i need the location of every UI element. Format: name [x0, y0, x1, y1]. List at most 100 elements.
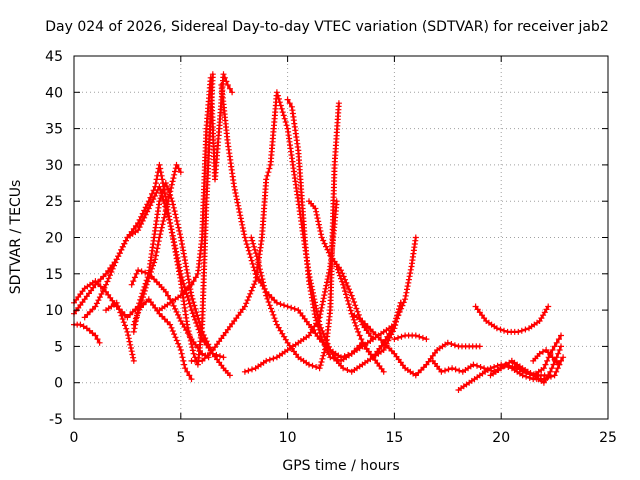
- sample-marker: [155, 238, 162, 245]
- sample-marker: [260, 279, 267, 286]
- data-point: [284, 303, 291, 310]
- sample-marker: [109, 265, 116, 272]
- sample-marker: [101, 284, 108, 291]
- sample-marker: [555, 350, 562, 357]
- sample-marker: [494, 362, 501, 369]
- sample-marker: [205, 341, 212, 348]
- sample-marker: [286, 100, 293, 107]
- sample-marker: [131, 274, 138, 281]
- data-point: [487, 365, 494, 372]
- data-point: [412, 332, 419, 339]
- sample-marker: [319, 301, 326, 308]
- sample-marker: [558, 357, 564, 364]
- data-point: [241, 368, 248, 375]
- data-point: [481, 365, 488, 372]
- data-point: [199, 350, 206, 357]
- sample-marker: [542, 361, 549, 368]
- sample-marker: [151, 193, 158, 199]
- sample-marker: [398, 333, 405, 340]
- sample-marker: [318, 304, 325, 311]
- sample-marker: [320, 237, 327, 244]
- data-point: [162, 288, 169, 295]
- sample-marker: [130, 278, 137, 285]
- data-point: [177, 169, 184, 176]
- sample-marker: [157, 169, 164, 176]
- sample-marker: [378, 337, 384, 343]
- data-point: [540, 365, 547, 372]
- data-point: [167, 321, 174, 328]
- sample-marker: [130, 354, 137, 361]
- sample-marker: [243, 241, 250, 248]
- data-point: [348, 292, 355, 299]
- data-point: [316, 365, 323, 372]
- data-point: [177, 292, 184, 299]
- data-point: [92, 332, 99, 339]
- sample-marker: [309, 362, 316, 369]
- sample-marker: [323, 282, 330, 289]
- sample-marker: [127, 341, 134, 348]
- sample-marker: [157, 231, 164, 238]
- sample-marker: [170, 201, 176, 208]
- sample-marker: [168, 185, 175, 191]
- sample-marker: [177, 231, 183, 238]
- data-point: [135, 220, 142, 226]
- data-point: [229, 89, 236, 96]
- sample-marker: [226, 85, 233, 92]
- data-point: [177, 347, 184, 353]
- sample-marker: [144, 201, 151, 208]
- data-point: [380, 368, 387, 375]
- data-point: [551, 372, 558, 379]
- sample-marker: [316, 224, 323, 231]
- sample-marker: [153, 176, 160, 183]
- sample-marker: [352, 302, 359, 309]
- sample-marker: [281, 302, 287, 309]
- sample-marker: [278, 105, 285, 112]
- sample-marker: [175, 340, 182, 347]
- data-point: [130, 321, 137, 328]
- data-point: [124, 328, 131, 335]
- sample-marker: [313, 317, 320, 324]
- sample-marker: [346, 286, 352, 293]
- data-point: [130, 357, 137, 364]
- sample-marker: [255, 259, 262, 266]
- sample-marker: [167, 188, 174, 195]
- sample-marker: [318, 359, 325, 365]
- sample-marker: [152, 252, 159, 259]
- sample-marker: [144, 278, 151, 285]
- sample-marker: [181, 361, 188, 368]
- sample-marker: [548, 365, 555, 372]
- sample-marker: [257, 269, 264, 276]
- y-tick-label: 20: [45, 231, 63, 247]
- data-point: [355, 328, 362, 335]
- data-point: [188, 292, 195, 299]
- sample-marker: [190, 313, 197, 320]
- sample-marker: [192, 305, 199, 312]
- sample-marker: [456, 367, 463, 374]
- data-point: [254, 256, 261, 263]
- sample-marker: [135, 309, 142, 316]
- sample-marker: [142, 269, 149, 276]
- sample-marker: [265, 169, 272, 176]
- sample-marker: [158, 190, 165, 197]
- sample-marker: [268, 305, 274, 312]
- sample-marker: [245, 293, 252, 300]
- sample-marker: [136, 216, 143, 223]
- data-point: [137, 303, 144, 310]
- sample-marker: [157, 165, 164, 172]
- sample-marker: [125, 335, 132, 342]
- sample-marker: [192, 316, 198, 323]
- sample-marker: [245, 247, 252, 254]
- sample-marker: [239, 221, 246, 228]
- sample-marker: [122, 237, 129, 244]
- sample-marker: [442, 367, 448, 374]
- sample-marker: [392, 322, 399, 329]
- data-point: [188, 376, 195, 383]
- data-point: [156, 161, 163, 168]
- data-point: [263, 357, 270, 364]
- data-point: [152, 256, 159, 263]
- sample-marker: [313, 208, 320, 215]
- sample-marker: [249, 366, 255, 373]
- sample-marker: [95, 280, 101, 287]
- sample-marker: [189, 347, 196, 354]
- data-point: [81, 314, 88, 321]
